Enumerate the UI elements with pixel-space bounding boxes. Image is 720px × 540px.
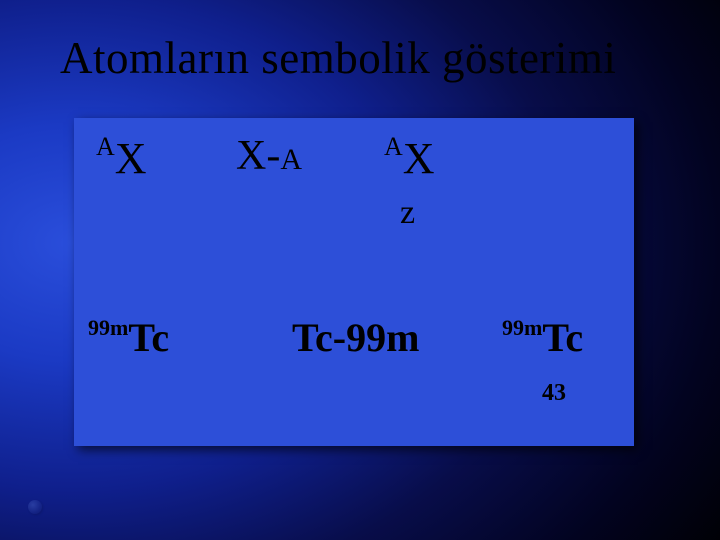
mass-number-sup: 99m bbox=[88, 315, 128, 340]
mass-number-sup: A bbox=[384, 132, 403, 161]
element-symbol: X bbox=[403, 134, 435, 183]
bullet-dot-icon bbox=[28, 500, 42, 514]
element-symbol: Tc bbox=[128, 315, 169, 360]
slide-title: Atomların sembolik gösterimi bbox=[60, 32, 616, 84]
content-box: AX X-A AX z 99mTc Tc-99m 99mTc 43 bbox=[74, 118, 634, 446]
example-tc-dash-99m: Tc-99m bbox=[292, 314, 419, 361]
example-tc99m-sup-2: 99mTc bbox=[502, 314, 583, 361]
mass-number-sup: 99m bbox=[502, 315, 542, 340]
mass-number-sup: A bbox=[96, 132, 115, 161]
notation-superscript-x-2: AX bbox=[384, 132, 435, 184]
atomic-number-43: 43 bbox=[542, 380, 566, 407]
element-symbol: X- bbox=[236, 133, 280, 179]
element-symbol: X bbox=[115, 134, 147, 183]
element-symbol: Tc bbox=[542, 315, 583, 360]
notation-superscript-x-1: AX bbox=[96, 132, 147, 184]
example-tc99m-sup-1: 99mTc bbox=[88, 314, 169, 361]
atomic-number-z: z bbox=[400, 194, 415, 232]
mass-number-suffix: A bbox=[280, 143, 302, 176]
notation-x-dash-a: X-A bbox=[236, 132, 302, 180]
